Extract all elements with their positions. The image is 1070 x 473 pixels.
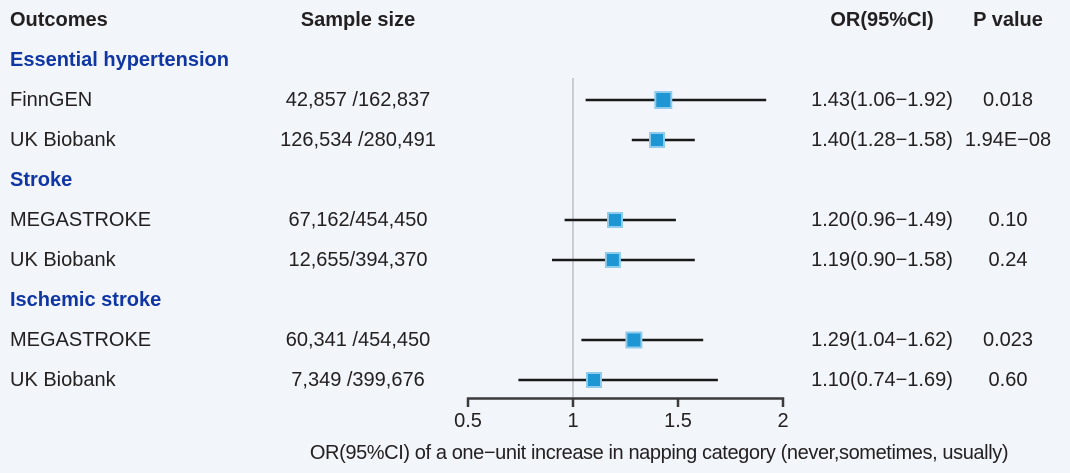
or-marker — [654, 91, 673, 109]
section-title: Ischemic stroke — [10, 289, 162, 311]
study-label: UK Biobank — [10, 369, 116, 391]
study-label: FinnGEN — [10, 89, 93, 111]
p-value: 0.24 — [988, 249, 1028, 271]
axis-tick-label: 1.5 — [664, 410, 692, 432]
p-value: 1.94E−08 — [964, 129, 1052, 151]
table-row-finngen-hypertension: FinnGEN 42,857 /162,837 1.43(1.06−1.92) … — [0, 80, 1070, 120]
or-ci-value: 1.40(1.28−1.58) — [811, 129, 953, 151]
section-title: Stroke — [10, 169, 73, 191]
sample-size: 67,162/454,450 — [288, 209, 428, 231]
p-value: 0.10 — [988, 209, 1028, 231]
or-marker — [625, 331, 643, 349]
or-ci-value: 1.10(0.74−1.69) — [811, 369, 953, 391]
section-header-stroke: Stroke — [0, 160, 1070, 200]
sample-size: 60,341 /454,450 — [285, 329, 431, 351]
x-axis-caption: OR(95%CI) of a one−unit increase in napp… — [309, 442, 1009, 464]
table-row-ukbiobank-hypertension: UK Biobank 126,534 /280,491 1.40(1.28−1.… — [0, 120, 1070, 160]
sample-size: 7,349 /399,676 — [291, 369, 425, 391]
axis-tick-label: 1 — [567, 410, 578, 432]
section-title: Essential hypertension — [10, 49, 229, 71]
or-marker — [607, 212, 623, 228]
or-marker — [586, 372, 602, 388]
p-value: 0.023 — [982, 329, 1034, 351]
study-label: UK Biobank — [10, 249, 116, 271]
study-label: MEGASTROKE — [10, 209, 152, 231]
header-row: Outcomes Sample size OR(95%CI) P value — [0, 0, 1070, 40]
axis-tick-label: 0.5 — [454, 410, 482, 432]
study-label: MEGASTROKE — [10, 329, 152, 351]
or-ci-value: 1.43(1.06−1.92) — [811, 89, 953, 111]
column-header-outcomes: Outcomes — [10, 9, 108, 31]
table-row-ukbiobank-stroke: UK Biobank 12,655/394,370 1.19(0.90−1.58… — [0, 240, 1070, 280]
study-label: UK Biobank — [10, 129, 116, 151]
x-axis — [466, 397, 785, 407]
column-header-or-ci: OR(95%CI) — [830, 9, 934, 31]
or-ci-value: 1.19(0.90−1.58) — [811, 249, 953, 271]
sample-size: 126,534 /280,491 — [280, 129, 436, 151]
sample-size: 42,857 /162,837 — [285, 89, 431, 111]
or-marker — [604, 252, 621, 268]
or-ci-value: 1.20(0.96−1.49) — [811, 209, 953, 231]
table-row-megastroke-stroke: MEGASTROKE 67,162/454,450 1.20(0.96−1.49… — [0, 200, 1070, 240]
p-value: 0.60 — [988, 369, 1028, 391]
table-row-ukbiobank-ischemic: UK Biobank 7,349 /399,676 1.10(0.74−1.69… — [0, 360, 1070, 400]
column-header-p-value: P value — [973, 9, 1043, 31]
section-header-ischemic-stroke: Ischemic stroke — [0, 280, 1070, 320]
or-ci-value: 1.29(1.04−1.62) — [811, 329, 953, 351]
p-value: 0.018 — [982, 89, 1034, 111]
column-header-sample-size: Sample size — [300, 9, 416, 31]
table-row-megastroke-ischemic: MEGASTROKE 60,341 /454,450 1.29(1.04−1.6… — [0, 320, 1070, 360]
section-header-essential-hypertension: Essential hypertension — [0, 40, 1070, 80]
sample-size: 12,655/394,370 — [288, 249, 428, 271]
or-marker — [649, 132, 665, 148]
axis-tick-label: 2 — [777, 410, 788, 432]
